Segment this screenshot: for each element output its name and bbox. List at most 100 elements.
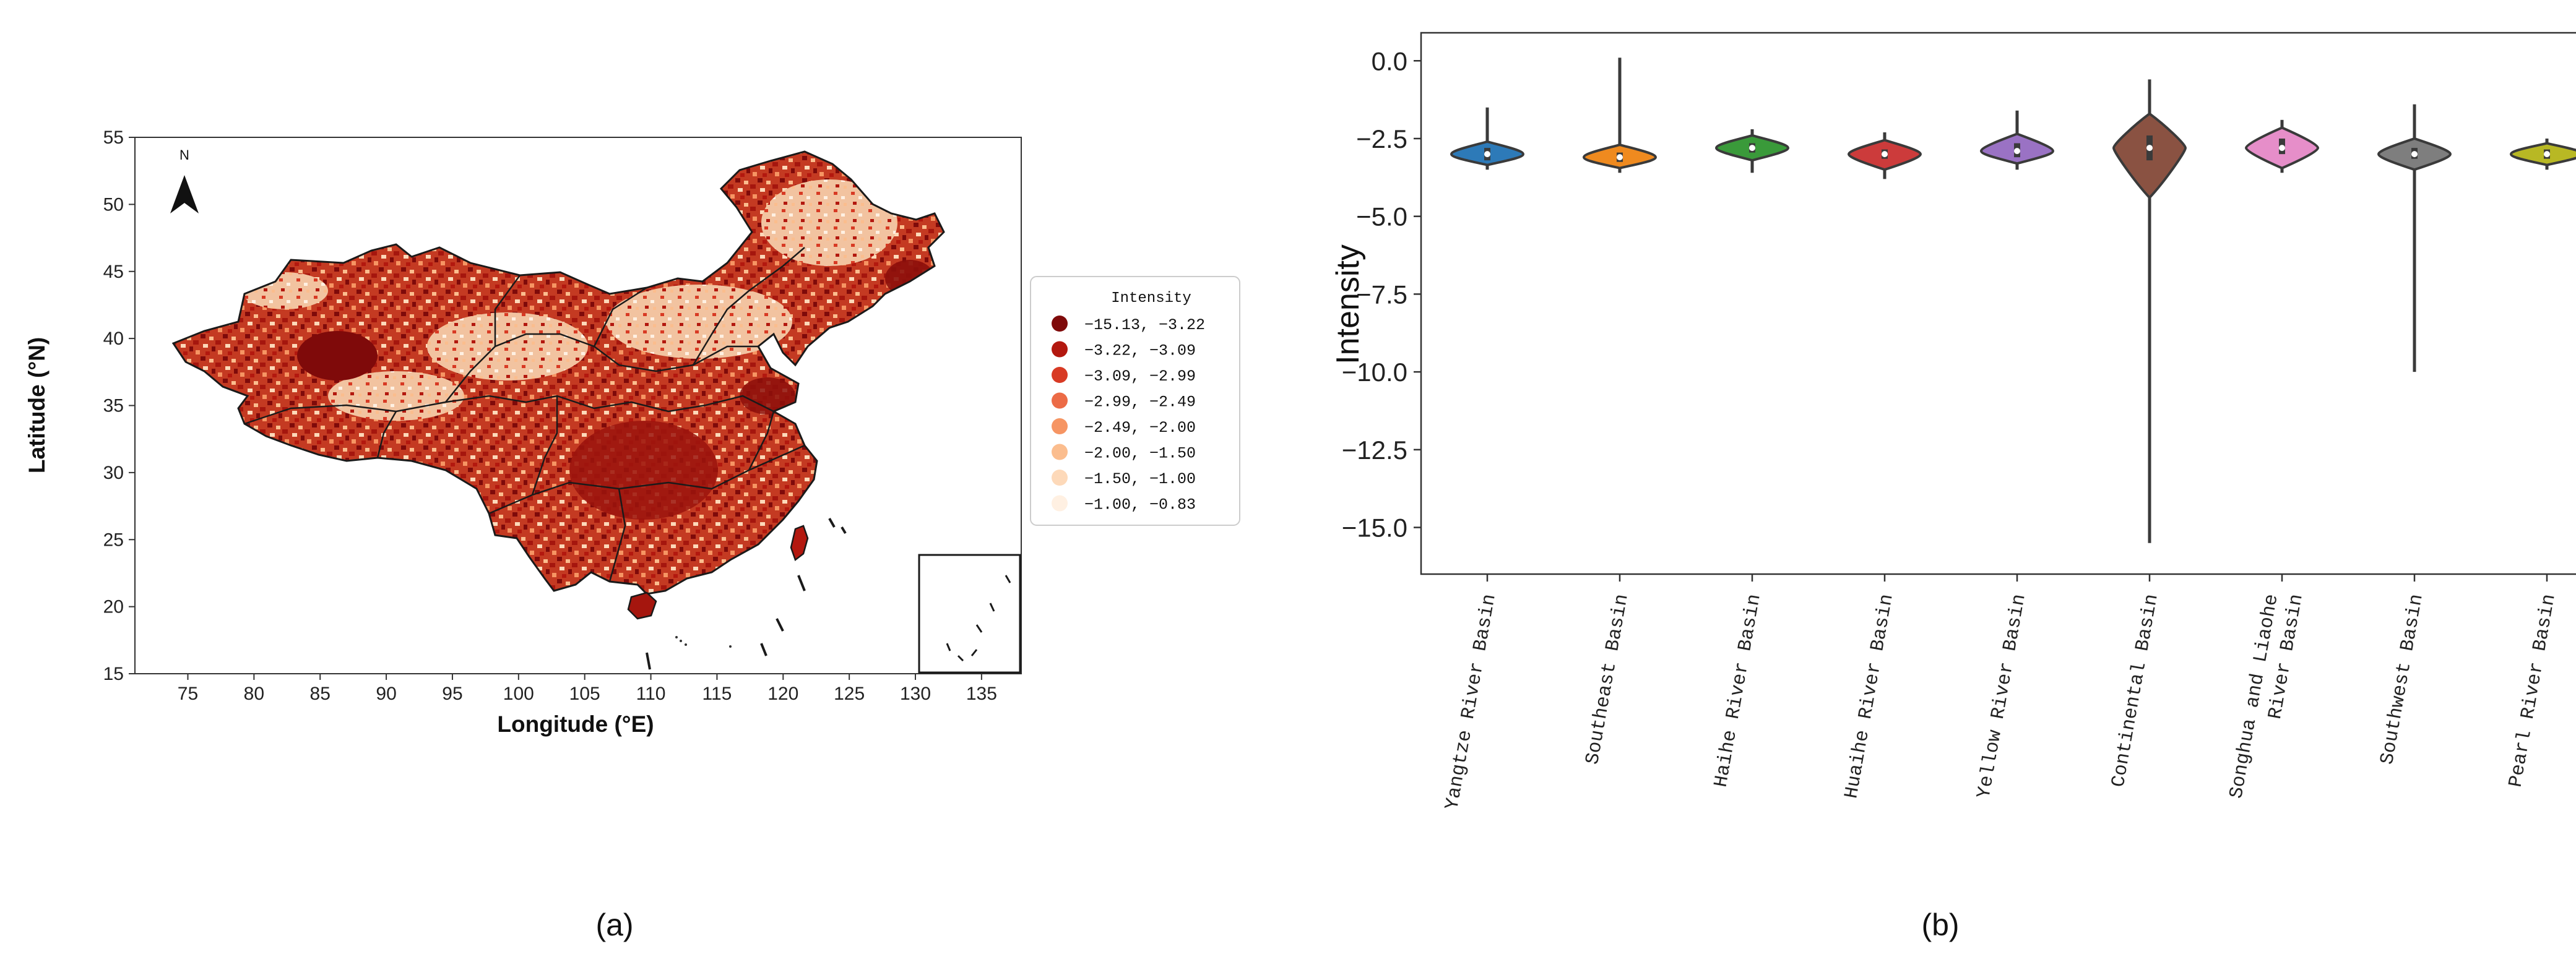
violin-yangtze-river-basin [1450,107,1525,170]
violin-y-tick-label: −2.5 [1356,124,1407,153]
map-x-tick-label: 100 [503,684,534,704]
violin-median-dot [2014,148,2020,155]
china-outline [171,150,945,595]
violin-y-tick-label: −5.0 [1356,202,1407,231]
violin-y-tick-label: 0.0 [1372,46,1407,75]
panel-label-b: (b) [1921,908,1959,942]
small-islands [675,636,732,648]
violin-y-tick-label: −12.5 [1342,436,1407,465]
map-legend: Intensity −15.13, −3.22 −3.22, −3.09 −3.09… [1030,276,1240,526]
basin-boundaries [244,247,805,582]
violin-median-dot [1749,145,1755,152]
violin-y-tick-label: −7.5 [1356,280,1407,309]
violin-median-dot [2279,145,2285,152]
panel-label-a: (a) [595,908,633,942]
south-sea-dashes [646,518,847,670]
violin-chart: 0.0 −2.5 −5.0 −7.5 −10.0 −12.5 −15.0 Yangtze R… [1330,32,2576,942]
map-legend-label: −3.09, −2.99 [1084,367,1196,385]
violin-median-dot [2544,151,2550,158]
violin-x-tick-label: Haihe River Basin [1710,593,1765,789]
panel-b: 0.0 −2.5 −5.0 −7.5 −10.0 −12.5 −15.0 Yangtze R… [1287,0,2576,972]
violin-x-tick-label: Southeast Basin [1582,593,1633,767]
map-legend-swatch [1052,418,1068,434]
map-legend-swatch [1052,495,1068,512]
violin-huaihe-river-basin [1847,132,1922,179]
violin-southeast-basin [1582,58,1658,173]
violin-y-tick-label: −10.0 [1342,358,1407,387]
violin-pearl-river-basin [2509,138,2576,170]
violin-median-dot [2411,151,2418,158]
map-legend-label: −15.13, −3.22 [1084,316,1205,334]
map-y-tick-label: 45 [103,262,124,282]
map-x-tick-label: 75 [178,684,198,704]
map-y-tick-label: 55 [103,127,124,148]
violin-x-tick-label: Huaihe River Basin [1841,593,1898,801]
violin-southwest-basin [2377,104,2452,372]
map-legend-label: −1.00, −0.83 [1084,496,1196,514]
map-x-tick-label: 115 [702,684,732,704]
hainan-island [627,591,657,620]
map-legend-swatch [1052,341,1068,358]
map-x-tick-label: 90 [376,684,396,704]
map-x-tick-label: 105 [569,684,600,704]
violin-x-ticks: Yangtze River Basin Southeast Basin Haihe … [1441,574,2561,812]
south-china-sea-inset [918,554,1021,674]
map-x-tick-label: 120 [767,684,798,704]
north-arrow: N [170,147,199,213]
violin-median-dot [1882,151,1888,158]
violin-songhua-and-liaohe-river-basin [2244,119,2320,173]
violin-y-ticks: 0.0 −2.5 −5.0 −7.5 −10.0 −12.5 −15.0 [1342,46,1421,543]
map-legend-label: −2.49, −2.00 [1084,419,1196,437]
map-x-axis-label: Longitude (°E) [497,711,654,737]
map-legend-swatch [1052,316,1068,332]
map-y-tick-label: 15 [103,664,124,684]
violin-continental-basin [2112,79,2187,543]
map-legend-swatch [1052,444,1068,460]
map-legend-label: −3.22, −3.09 [1084,342,1196,360]
map-y-tick-label: 35 [103,396,124,416]
violin-y-axis-label: Intensity [1330,244,1366,364]
map-y-tick-label: 25 [103,530,124,550]
map-x-tick-label: 125 [834,684,865,704]
violin-y-tick-label: −15.0 [1342,513,1407,543]
map-legend-swatch [1052,367,1068,383]
map-y-tick-label: 40 [103,329,124,349]
map-legend-label: −2.00, −1.50 [1084,445,1196,463]
map-y-tick-label: 20 [103,597,124,617]
map-chart: N 75 80 85 90 95 100 105 110 115 120 125 130 135 15 2… [24,127,1240,942]
map-legend-box [1030,276,1240,526]
violin-yellow-river-basin [1979,110,2055,170]
map-x-tick-label: 110 [636,684,666,704]
map-x-tick-label: 85 [310,684,331,704]
map-x-tick-label: 130 [900,684,931,704]
panel-a: N 75 80 85 90 95 100 105 110 115 120 125 130 135 15 2… [0,0,1287,972]
violin-x-tick-label: Yellow River Basin [1973,593,2031,801]
map-legend-label: −1.50, −1.00 [1084,470,1196,488]
violin-x-tick-label: Pearl River Basin [2505,593,2560,789]
inset-dashes [946,575,1011,662]
violin-x-tick-label: Yangtze River Basin [1441,593,1501,812]
violin-haihe-river-basin [1714,129,1790,173]
map-x-tick-label: 135 [966,684,997,704]
map-y-tick-label: 50 [103,194,124,215]
map-legend-label: −2.99, −2.49 [1084,393,1196,411]
map-y-tick-label: 30 [103,463,124,483]
violin-median-dot [2146,145,2153,152]
violin-body [2509,142,2576,166]
map-legend-swatch [1052,470,1068,486]
violin-bodies [1450,58,2576,543]
map-x-tick-label: 80 [244,684,264,704]
violin-x-tick-label: Southwest Basin [2377,593,2428,767]
taiwan-island [790,525,809,562]
north-arrow-label: N [179,147,189,163]
map-x-ticks: 75 80 85 90 95 100 105 110 115 120 125 130 135 [178,674,997,704]
map-y-axis-label: Latitude (°N) [24,337,50,473]
violin-x-tick-label: Continental Basin [2107,593,2163,789]
map-y-ticks: 15 20 25 30 35 40 45 50 55 [103,127,135,684]
violin-median-dot [1484,151,1490,158]
violin-plot-area [1420,32,2576,575]
map-legend-title: Intensity [1111,290,1191,307]
map-legend-swatch [1052,392,1068,409]
map-x-tick-label: 95 [442,684,462,704]
violin-median-dot [1617,154,1623,161]
